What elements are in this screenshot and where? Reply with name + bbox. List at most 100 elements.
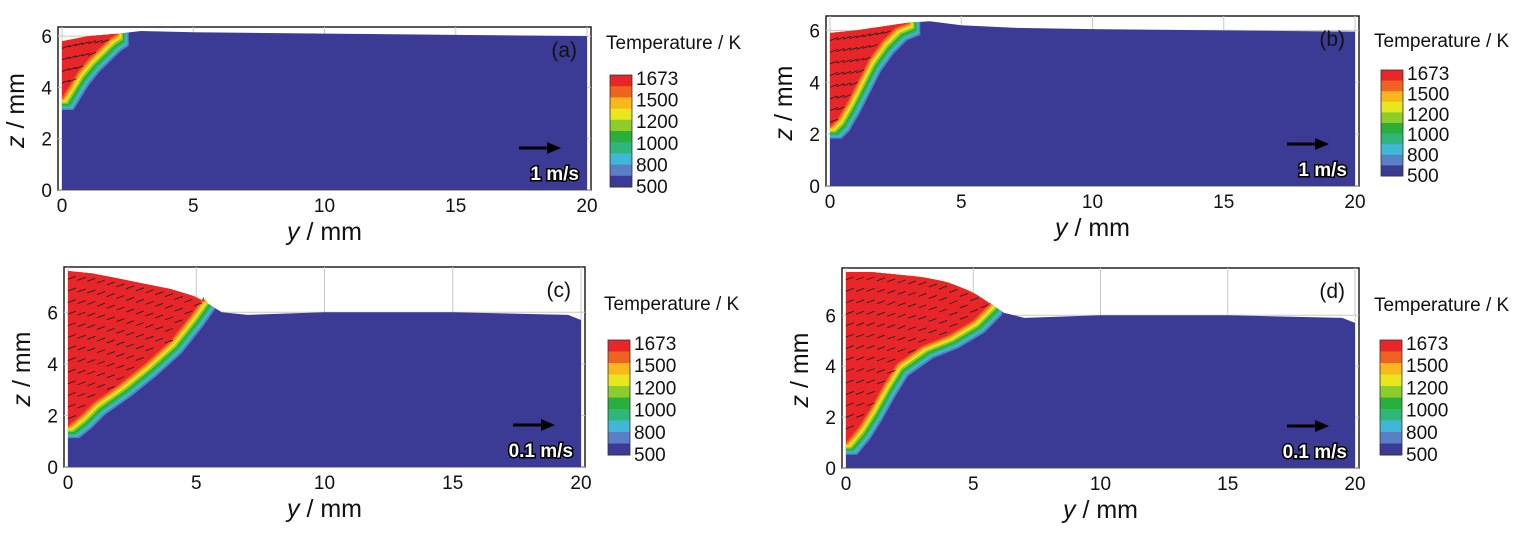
velocity-vector-a <box>88 40 97 45</box>
velocity-vector-d <box>856 402 865 407</box>
velocity-vector-c <box>96 337 106 342</box>
colorbar-segment-c-2 <box>608 363 630 375</box>
velocity-vector-c <box>145 300 154 305</box>
velocity-vector-d <box>928 283 937 288</box>
velocity-vector-d <box>856 333 865 338</box>
y-tick-a-3: 6 <box>41 27 52 48</box>
velocity-vector-d <box>866 402 875 407</box>
y-tick-d-2: 4 <box>825 357 836 378</box>
colorbar-segment-d-2 <box>1380 363 1402 375</box>
x-axis-label-b: y / mm <box>1053 214 1130 242</box>
colorbar-tick-d-5: 500 <box>1406 445 1438 466</box>
colorbar-segment-a-7 <box>610 153 632 166</box>
colorbar-tick-c-4: 800 <box>634 423 666 444</box>
velocity-vector-c <box>155 291 164 296</box>
velocity-vector-d <box>856 345 865 350</box>
velocity-vector-d <box>887 370 896 374</box>
velocity-vector-c <box>135 298 144 303</box>
colorbar-tick-a-4: 800 <box>636 155 668 176</box>
colorbar-segment-a-1 <box>610 86 632 98</box>
axis-ticks-d: 0 5 10 15 20 0 2 4 6 <box>825 306 1365 495</box>
velocity-vector-d <box>959 304 968 309</box>
velocity-vector-d <box>907 280 917 285</box>
velocity-vector-d <box>897 325 906 330</box>
panel-label-c: (c) <box>547 279 572 302</box>
velocity-vector-c <box>125 285 135 290</box>
velocity-vector-c <box>164 304 174 309</box>
velocity-vector-c <box>77 311 86 316</box>
colorbar-title-d: Temperature / K <box>1374 295 1509 316</box>
velocity-vector-c <box>77 334 86 339</box>
velocity-vector-b <box>829 37 839 41</box>
panel-b: 0 5 10 15 20 0 2 4 6 (b) 1 m/s y / mm z / mm Tem… <box>770 15 1509 242</box>
velocity-vectors-a <box>61 39 110 84</box>
colorbar-segment-c-4 <box>608 386 630 398</box>
x-axis-variable-d: y <box>1061 496 1077 524</box>
colorbar-segment-c-8 <box>608 432 630 444</box>
colorbar-tick-c-3: 1000 <box>634 401 676 422</box>
colorbar-title-a: Temperature / K <box>606 33 741 54</box>
velocity-vector-c <box>87 382 96 387</box>
colorbar-tick-b-5: 500 <box>1407 166 1439 187</box>
colorbar-tick-d-1: 1500 <box>1406 356 1448 377</box>
x-tick-d-3: 15 <box>1217 474 1238 495</box>
velocity-vector-c <box>116 318 125 323</box>
velocity-vector-b <box>869 32 878 37</box>
velocity-vector-c <box>164 316 174 321</box>
colorbar-tick-c-5: 500 <box>634 445 666 466</box>
velocity-vector-c <box>67 380 77 385</box>
colorbar-frame-a <box>609 74 633 188</box>
velocity-vector-a <box>81 41 90 45</box>
velocity-vector-d <box>907 337 917 342</box>
velocity-vector-d <box>845 310 854 315</box>
colorbar-tick-a-3: 1000 <box>636 134 678 155</box>
y-axis-label-a: z / mm <box>2 73 30 149</box>
colorbar-segment-a-8 <box>610 164 632 177</box>
colorbar-segment-d-5 <box>1380 397 1402 410</box>
velocity-vector-a <box>88 51 97 56</box>
velocity-vector-d <box>938 331 948 336</box>
velocity-vector-d <box>928 295 937 299</box>
colorbar-segment-b-2 <box>1381 91 1403 103</box>
velocity-vector-c <box>174 319 183 324</box>
panel-a: 0 5 10 15 20 0 2 4 6 (a) 1 m/s y / mm z / mm Tem… <box>2 26 741 246</box>
velocity-vector-c <box>67 275 77 280</box>
velocity-vector-d <box>949 311 958 316</box>
velocity-vector-d <box>845 390 854 395</box>
velocity-vector-d <box>887 324 896 329</box>
velocity-vector-d <box>856 368 865 372</box>
colorbar-segment-a-6 <box>610 142 632 154</box>
x-axis-label-d: y / mm <box>1061 496 1138 524</box>
velocity-vector-d <box>938 297 948 301</box>
velocity-vector-b <box>842 59 852 64</box>
velocity-vector-d <box>887 278 896 283</box>
velocity-vector-b <box>836 36 845 41</box>
velocity-vector-b <box>829 107 839 112</box>
velocity-vector-d <box>938 320 948 324</box>
colorbar-tick-b-0: 1673 <box>1407 64 1449 85</box>
velocity-vector-b <box>836 94 845 99</box>
velocity-vector-d <box>876 357 886 362</box>
temperature-field-c <box>63 266 586 468</box>
y-tick-b-0: 0 <box>809 177 820 198</box>
velocity-vector-d <box>907 326 917 331</box>
velocity-vector-d <box>949 288 958 293</box>
velocity-vector-a <box>74 42 84 47</box>
velocity-vector-c <box>174 296 183 300</box>
velocity-vector-d <box>845 287 854 292</box>
velocity-vector-a <box>74 53 84 58</box>
velocity-vector-c <box>164 339 174 344</box>
vector-reference-b: 1 m/s <box>1287 138 1349 183</box>
velocity-vector-b <box>856 57 865 62</box>
velocity-vector-c <box>135 333 144 338</box>
velocity-vector-d <box>907 303 917 308</box>
velocity-vector-d <box>949 323 958 328</box>
velocity-vector-c <box>87 370 96 375</box>
velocity-vector-b <box>836 83 845 88</box>
vector-reference-d: 0.1 m/s <box>1281 420 1349 465</box>
velocity-vector-d <box>959 315 968 320</box>
velocity-vector-c <box>87 277 96 282</box>
velocity-vector-a <box>61 56 71 61</box>
